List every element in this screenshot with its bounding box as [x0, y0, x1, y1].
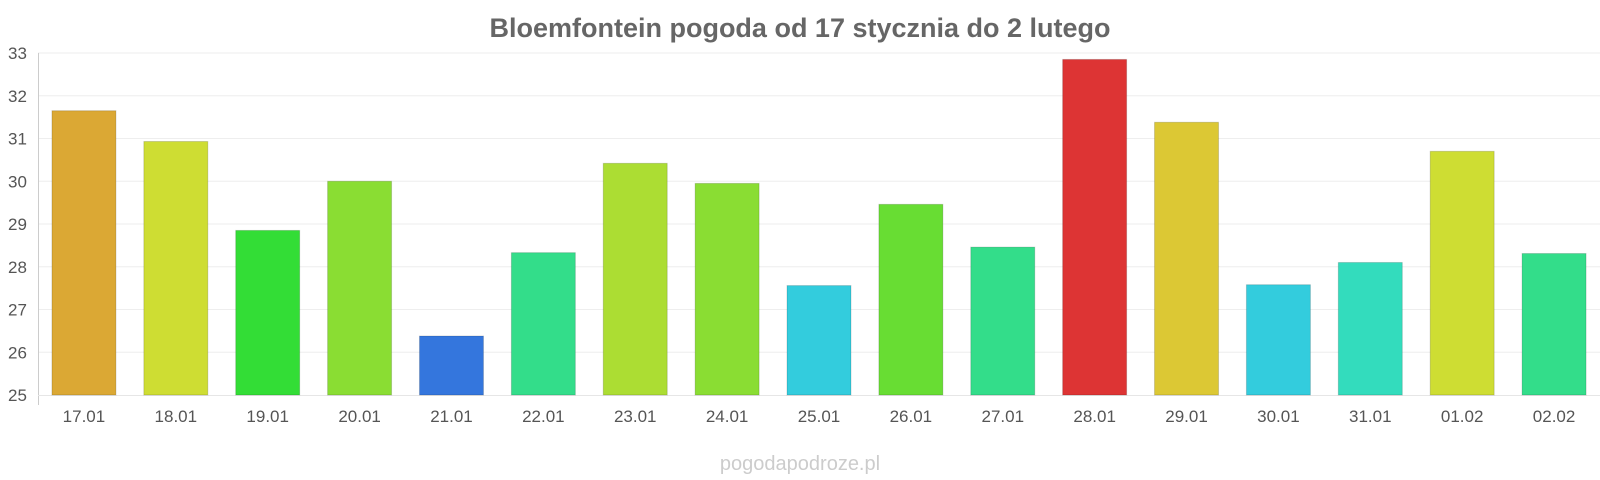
bar — [1062, 58, 1128, 396]
y-tick-label: 28 — [8, 258, 27, 277]
y-tick-label: 30 — [8, 172, 27, 191]
watermark: pogodapodroze.pl — [720, 453, 880, 475]
bar — [1521, 252, 1587, 396]
bar — [602, 162, 668, 396]
bar — [1337, 261, 1403, 396]
bar — [694, 182, 760, 396]
bar — [878, 203, 944, 396]
y-tick-label: 31 — [8, 130, 27, 149]
x-tick-label: 23.01 — [614, 407, 657, 426]
x-tick-label: 29.01 — [1165, 407, 1208, 426]
bar — [327, 180, 393, 396]
x-tick-label: 27.01 — [981, 407, 1024, 426]
x-tick-label: 18.01 — [155, 407, 198, 426]
x-tick-label: 28.01 — [1073, 407, 1116, 426]
bars — [51, 58, 1587, 396]
x-axis-tick-labels: 17.01 18.01 19.01 20.01 21.01 22.01 23.01 24.01… — [63, 407, 1576, 426]
axes — [38, 53, 1600, 405]
bar — [786, 285, 852, 396]
x-tick-label: 25.01 — [798, 407, 841, 426]
y-tick-label: 27 — [8, 301, 27, 320]
x-tick-label: 20.01 — [338, 407, 381, 426]
x-tick-label: 22.01 — [522, 407, 565, 426]
x-tick-label: 02.02 — [1533, 407, 1576, 426]
bar — [1429, 150, 1495, 396]
bar — [418, 335, 484, 396]
x-tick-label: 21.01 — [430, 407, 473, 426]
y-tick-label: 25 — [8, 386, 27, 405]
x-tick-label: 17.01 — [63, 407, 106, 426]
bar — [143, 140, 209, 396]
y-axis-tick-labels: 25 26 27 28 29 30 31 32 33 — [8, 44, 27, 405]
x-tick-label: 30.01 — [1257, 407, 1300, 426]
bar — [235, 229, 301, 396]
x-tick-label: 24.01 — [706, 407, 749, 426]
bar — [1245, 284, 1311, 396]
x-tick-label: 01.02 — [1441, 407, 1484, 426]
bar — [970, 246, 1036, 396]
y-tick-label: 32 — [8, 87, 27, 106]
bar — [51, 110, 117, 396]
y-tick-label: 33 — [8, 44, 27, 63]
bar — [1154, 121, 1220, 396]
y-tick-label: 29 — [8, 215, 27, 234]
chart-title: Bloemfontein pogoda od 17 stycznia do 2 … — [489, 13, 1110, 43]
x-tick-label: 26.01 — [890, 407, 933, 426]
x-tick-label: 19.01 — [246, 407, 289, 426]
bar — [510, 252, 576, 396]
x-tick-label: 31.01 — [1349, 407, 1392, 426]
y-tick-label: 26 — [8, 343, 27, 362]
